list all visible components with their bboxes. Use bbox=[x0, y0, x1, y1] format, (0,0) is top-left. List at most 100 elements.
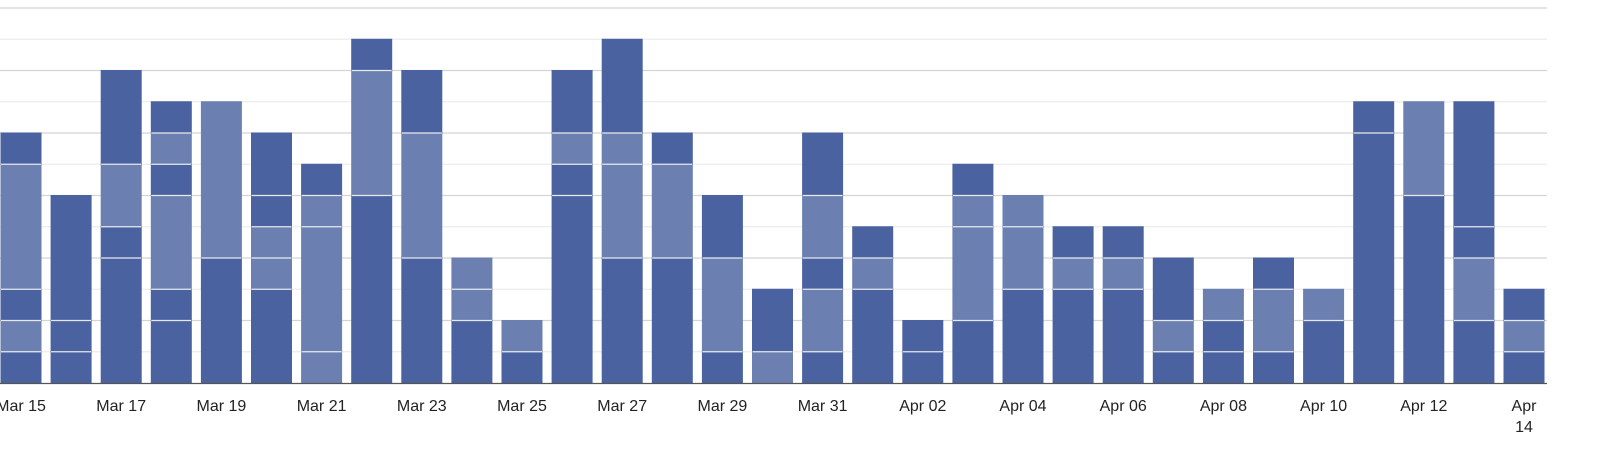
bar-mar-25[interactable] bbox=[501, 320, 543, 384]
bar-segment[interactable] bbox=[1503, 320, 1545, 353]
bar-segment[interactable] bbox=[501, 320, 543, 353]
bar-segment[interactable] bbox=[1403, 195, 1445, 384]
bar-segment[interactable] bbox=[601, 38, 643, 134]
bar-segment[interactable] bbox=[351, 195, 393, 384]
bar-segment[interactable] bbox=[150, 320, 192, 384]
bar-segment[interactable] bbox=[1102, 226, 1144, 259]
bar-apr-13[interactable] bbox=[1453, 101, 1495, 384]
bar-segment[interactable] bbox=[401, 257, 443, 384]
bar-segment[interactable] bbox=[802, 257, 844, 290]
bar-segment[interactable] bbox=[1052, 226, 1094, 259]
bar-segment[interactable] bbox=[952, 320, 994, 384]
bar-segment[interactable] bbox=[50, 320, 92, 353]
bar-segment[interactable] bbox=[501, 351, 543, 384]
bar-segment[interactable] bbox=[200, 257, 242, 384]
bar-segment[interactable] bbox=[150, 132, 192, 165]
bar-mar-29[interactable] bbox=[701, 195, 743, 384]
bar-segment[interactable] bbox=[251, 257, 292, 290]
bar-apr-09[interactable] bbox=[1253, 257, 1294, 384]
bar-segment[interactable] bbox=[301, 351, 343, 384]
bar-segment[interactable] bbox=[1002, 226, 1044, 290]
bar-segment[interactable] bbox=[752, 288, 793, 353]
bar-apr-11[interactable] bbox=[1353, 101, 1395, 384]
bar-segment[interactable] bbox=[1253, 351, 1294, 384]
bar-segment[interactable] bbox=[251, 226, 292, 259]
bar-segment[interactable] bbox=[551, 163, 593, 196]
bar-segment[interactable] bbox=[150, 195, 192, 290]
bar-segment[interactable] bbox=[251, 195, 292, 228]
bar-segment[interactable] bbox=[301, 195, 343, 228]
bar-segment[interactable] bbox=[852, 226, 894, 259]
bar-segment[interactable] bbox=[1453, 257, 1495, 321]
bar-segment[interactable] bbox=[200, 101, 242, 259]
bar-apr-12[interactable] bbox=[1403, 101, 1445, 384]
bar-segment[interactable] bbox=[551, 132, 593, 165]
bar-segment[interactable] bbox=[1253, 257, 1294, 290]
bar-segment[interactable] bbox=[1403, 101, 1445, 196]
bar-segment[interactable] bbox=[100, 257, 142, 384]
bar-apr-07[interactable] bbox=[1152, 257, 1194, 384]
bar-segment[interactable] bbox=[1503, 351, 1545, 384]
bar-segment[interactable] bbox=[1503, 288, 1545, 321]
bar-segment[interactable] bbox=[401, 70, 443, 134]
bar-mar-28[interactable] bbox=[651, 132, 693, 384]
bar-segment[interactable] bbox=[902, 351, 944, 384]
bar-segment[interactable] bbox=[451, 288, 493, 321]
bar-segment[interactable] bbox=[1453, 226, 1495, 259]
bar-apr-03[interactable] bbox=[952, 163, 994, 384]
bar-apr-04[interactable] bbox=[1002, 195, 1044, 384]
bar-segment[interactable] bbox=[0, 351, 42, 384]
bar-segment[interactable] bbox=[150, 288, 192, 321]
bar-segment[interactable] bbox=[1353, 132, 1395, 384]
bar-segment[interactable] bbox=[1002, 195, 1044, 228]
bar-segment[interactable] bbox=[701, 257, 743, 353]
bar-segment[interactable] bbox=[251, 132, 292, 196]
bar-segment[interactable] bbox=[1303, 288, 1345, 321]
bar-segment[interactable] bbox=[1253, 288, 1294, 353]
bar-mar-22[interactable] bbox=[351, 38, 393, 384]
bar-segment[interactable] bbox=[651, 163, 693, 259]
bar-segment[interactable] bbox=[1052, 288, 1094, 384]
bar-segment[interactable] bbox=[651, 257, 693, 384]
bar-segment[interactable] bbox=[451, 257, 493, 290]
bar-segment[interactable] bbox=[1102, 288, 1144, 384]
bar-mar-15[interactable] bbox=[0, 132, 42, 384]
bar-segment[interactable] bbox=[802, 132, 844, 196]
bar-segment[interactable] bbox=[401, 132, 443, 259]
bar-segment[interactable] bbox=[952, 226, 994, 321]
bar-segment[interactable] bbox=[601, 132, 643, 165]
bar-segment[interactable] bbox=[0, 288, 42, 321]
bar-mar-18[interactable] bbox=[150, 101, 192, 384]
bar-segment[interactable] bbox=[351, 70, 393, 196]
bar-mar-27[interactable] bbox=[601, 38, 643, 384]
bar-segment[interactable] bbox=[1202, 288, 1244, 321]
bar-segment[interactable] bbox=[1152, 257, 1194, 321]
bar-segment[interactable] bbox=[1002, 288, 1044, 384]
bar-segment[interactable] bbox=[952, 195, 994, 228]
bar-segment[interactable] bbox=[752, 351, 793, 384]
bar-apr-06[interactable] bbox=[1102, 226, 1144, 384]
bar-segment[interactable] bbox=[100, 70, 142, 165]
bar-segment[interactable] bbox=[701, 351, 743, 384]
bar-segment[interactable] bbox=[351, 38, 393, 71]
bar-mar-23[interactable] bbox=[401, 70, 443, 384]
bar-mar-26[interactable] bbox=[551, 70, 593, 384]
bar-segment[interactable] bbox=[1353, 101, 1395, 134]
bar-segment[interactable] bbox=[1052, 257, 1094, 290]
bar-segment[interactable] bbox=[1152, 320, 1194, 353]
bar-mar-17[interactable] bbox=[100, 70, 142, 384]
bar-segment[interactable] bbox=[301, 226, 343, 353]
bar-mar-24[interactable] bbox=[451, 257, 493, 384]
bar-segment[interactable] bbox=[0, 320, 42, 353]
bar-segment[interactable] bbox=[150, 163, 192, 196]
bar-segment[interactable] bbox=[902, 320, 944, 353]
bar-segment[interactable] bbox=[100, 163, 142, 228]
bar-segment[interactable] bbox=[952, 163, 994, 196]
bar-segment[interactable] bbox=[601, 163, 643, 259]
bar-mar-21[interactable] bbox=[301, 163, 343, 384]
bar-apr-01[interactable] bbox=[852, 226, 894, 384]
bar-mar-20[interactable] bbox=[251, 132, 292, 384]
bar-segment[interactable] bbox=[150, 101, 192, 134]
bar-segment[interactable] bbox=[601, 257, 643, 384]
bar-segment[interactable] bbox=[451, 320, 493, 384]
